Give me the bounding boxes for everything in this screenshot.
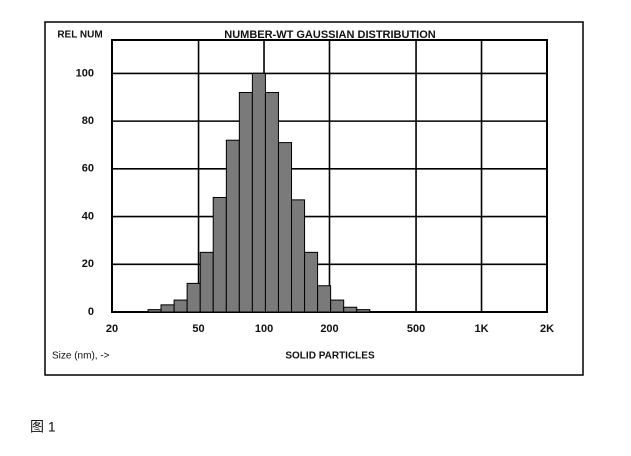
y-tick-label: 80 (82, 115, 94, 127)
bar (225, 139, 240, 313)
bar (317, 285, 332, 313)
bar (173, 299, 188, 313)
bar (251, 72, 266, 313)
bar (330, 299, 345, 313)
y-tick-label: 60 (82, 163, 94, 175)
x-tick-label: 200 (320, 323, 338, 335)
bar (160, 304, 175, 313)
y-axis-label: REL NUM (57, 30, 102, 41)
x-tick-label: 2K (540, 323, 554, 335)
chart-title: NUMBER-WT GAUSSIAN DISTRIBUTION (224, 29, 435, 41)
bar (199, 251, 214, 313)
x-tick-label: 20 (106, 323, 118, 335)
bar (238, 91, 253, 313)
bar (291, 199, 306, 313)
y-tick-label: 20 (82, 258, 94, 270)
x-axis-label: SOLID PARTICLES (285, 351, 375, 362)
bar (343, 306, 358, 313)
bar (277, 142, 293, 313)
x-tick-label: 500 (407, 323, 425, 335)
bar (304, 251, 319, 313)
x-tick-label: 50 (192, 323, 204, 335)
x-tick-label: 100 (255, 323, 273, 335)
y-tick-label: 40 (82, 210, 94, 222)
caption: 图 1 (30, 419, 56, 435)
bar (186, 282, 201, 313)
bar (264, 91, 279, 313)
bar (212, 196, 227, 313)
x-unit-label: Size (nm), -> (52, 351, 110, 362)
bar (356, 309, 371, 313)
x-tick-label: 1K (474, 323, 488, 335)
bar (147, 309, 162, 313)
y-tick-label: 0 (88, 306, 94, 318)
y-tick-label: 100 (76, 67, 94, 79)
